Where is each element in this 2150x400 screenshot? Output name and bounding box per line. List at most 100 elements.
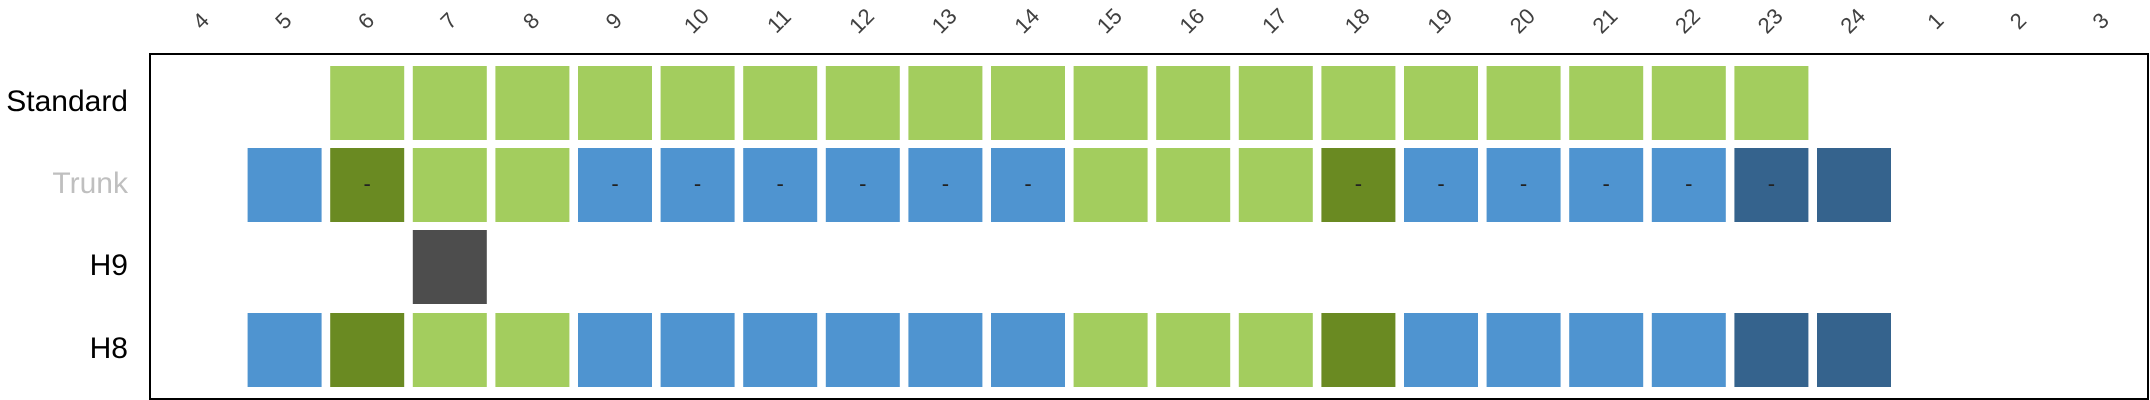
heatmap-cell xyxy=(412,230,487,304)
x-tick-label: 1 xyxy=(1922,8,1948,34)
x-tick-label: 24 xyxy=(1835,3,1870,38)
heatmap-cell xyxy=(1734,66,1809,140)
heatmap-cell xyxy=(330,313,405,387)
row-label: Standard xyxy=(6,85,128,118)
x-tick-label: 13 xyxy=(927,3,962,38)
x-tick-label: 10 xyxy=(679,3,714,38)
heatmap-cell xyxy=(1404,148,1478,222)
heatmap-cell xyxy=(1734,313,1809,387)
heatmap-cell xyxy=(1156,66,1231,140)
heatmap-cell xyxy=(495,313,570,387)
cell-mark: - xyxy=(777,171,784,196)
heatmap-cell xyxy=(991,66,1065,140)
heatmap-cell xyxy=(330,148,405,222)
heatmap-cell xyxy=(1156,148,1231,222)
cell-mark: - xyxy=(1685,171,1692,196)
row-labels: Standard Trunk H9 H8 xyxy=(6,85,129,365)
heatmap-cell xyxy=(1569,66,1644,140)
x-tick-label: 17 xyxy=(1257,3,1292,38)
heatmap-cell xyxy=(991,313,1065,387)
heatmap-cell xyxy=(412,313,487,387)
heatmap-cell xyxy=(743,313,818,387)
heatmap-cell xyxy=(578,148,652,222)
heatmap-cell xyxy=(1651,148,1726,222)
x-tick-labels: 4 5 6 7 8 9 10 11 12 13 14 15 16 17 18 19 20 21 22 23 24 1 2 3 xyxy=(188,3,2114,38)
cell-mark: - xyxy=(1520,171,1527,196)
cell-mark: - xyxy=(942,171,949,196)
heatmap-cell xyxy=(1569,313,1644,387)
heatmap-cell xyxy=(660,66,735,140)
heatmap-cell xyxy=(247,148,322,222)
heatmap-cells: ------------- xyxy=(247,66,1891,387)
x-tick-label: 14 xyxy=(1009,3,1044,38)
x-tick-label: 21 xyxy=(1588,3,1623,38)
x-tick-label: 4 xyxy=(188,8,214,34)
x-tick-label: 22 xyxy=(1670,3,1705,38)
cell-mark: - xyxy=(1355,171,1362,196)
x-tick-label: 7 xyxy=(435,8,461,34)
heatmap-cell xyxy=(1651,313,1726,387)
heatmap-cell xyxy=(1569,148,1644,222)
heatmap-cell xyxy=(1321,66,1396,140)
heatmap-cell xyxy=(330,66,405,140)
cell-mark: - xyxy=(1603,171,1610,196)
heatmap-cell xyxy=(743,66,818,140)
cell-mark: - xyxy=(1768,171,1775,196)
heatmap-cell xyxy=(1238,313,1313,387)
heatmap-cell xyxy=(1486,313,1561,387)
cell-mark: - xyxy=(611,171,618,196)
heatmap-cell xyxy=(908,148,983,222)
heatmap-cell xyxy=(1238,66,1313,140)
heatmap-cell xyxy=(660,148,735,222)
row-label: Trunk xyxy=(52,167,129,200)
heatmap-cell xyxy=(908,66,983,140)
x-tick-label: 3 xyxy=(2087,8,2113,34)
heatmap-cell xyxy=(743,148,818,222)
heatmap-cell xyxy=(412,148,487,222)
heatmap-cell xyxy=(1321,313,1396,387)
heatmap-cell xyxy=(1486,66,1561,140)
heatmap-cell xyxy=(1404,313,1478,387)
heatmap-cell xyxy=(578,66,652,140)
plot-frame xyxy=(149,53,2149,400)
heatmap-cell xyxy=(412,66,487,140)
x-tick-label: 5 xyxy=(270,8,296,34)
cell-mark: - xyxy=(694,171,701,196)
x-tick-label: 8 xyxy=(518,8,544,34)
heatmap-cell xyxy=(1156,313,1231,387)
x-tick-label: 9 xyxy=(601,8,627,34)
heatmap-cell xyxy=(495,66,570,140)
cell-mark: - xyxy=(1024,171,1031,196)
x-tick-label: 6 xyxy=(353,8,379,34)
row-label: H8 xyxy=(90,332,128,365)
heatmap-cell xyxy=(1651,66,1726,140)
x-tick-label: 16 xyxy=(1175,3,1210,38)
heatmap-cell xyxy=(247,313,322,387)
heatmap-cell xyxy=(1404,66,1478,140)
cell-mark: - xyxy=(859,171,866,196)
heatmap-cell xyxy=(660,313,735,387)
x-tick-label: 23 xyxy=(1753,3,1788,38)
heatmap-cell xyxy=(908,313,983,387)
x-tick-label: 11 xyxy=(762,4,796,38)
heatmap-cell xyxy=(578,313,652,387)
heatmap-cell xyxy=(1073,148,1148,222)
heatmap-cell xyxy=(991,148,1065,222)
heatmap-cell xyxy=(1238,148,1313,222)
heatmap-cell xyxy=(495,148,570,222)
row-label: H9 xyxy=(90,249,128,282)
x-tick-label: 15 xyxy=(1092,3,1127,38)
x-tick-label: 19 xyxy=(1422,3,1457,38)
heatmap-cell xyxy=(1073,66,1148,140)
heatmap-cell xyxy=(1073,313,1148,387)
x-tick-label: 20 xyxy=(1505,3,1540,38)
heatmap-cell xyxy=(1321,148,1396,222)
x-tick-label: 2 xyxy=(2005,8,2031,34)
cell-mark: - xyxy=(1437,171,1444,196)
heatmap-cell xyxy=(825,148,900,222)
cell-mark: - xyxy=(364,171,371,196)
heatmap-cell xyxy=(1486,148,1561,222)
x-tick-label: 18 xyxy=(1340,3,1375,38)
heatmap-cell xyxy=(1817,148,1891,222)
